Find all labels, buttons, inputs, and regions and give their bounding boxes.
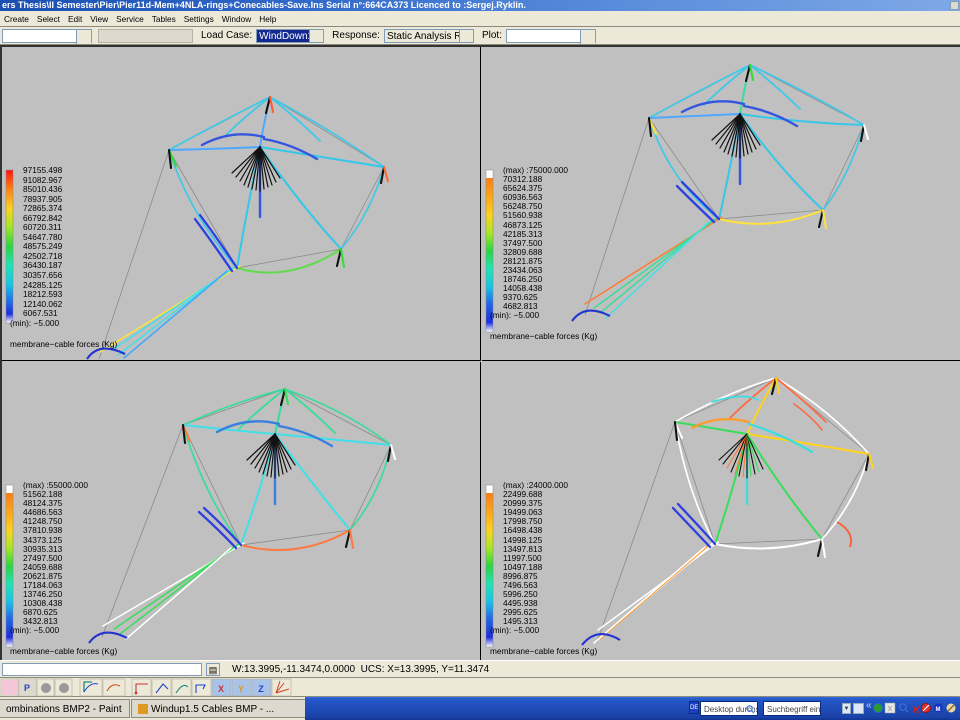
svg-text:Y: Y: [238, 684, 244, 694]
svg-text:X: X: [888, 706, 893, 713]
svg-text:X: X: [218, 684, 224, 694]
svg-text:K: K: [913, 705, 921, 716]
svg-text:M: M: [936, 707, 941, 713]
svg-text:Z: Z: [258, 684, 264, 694]
svg-text:P: P: [24, 683, 30, 693]
